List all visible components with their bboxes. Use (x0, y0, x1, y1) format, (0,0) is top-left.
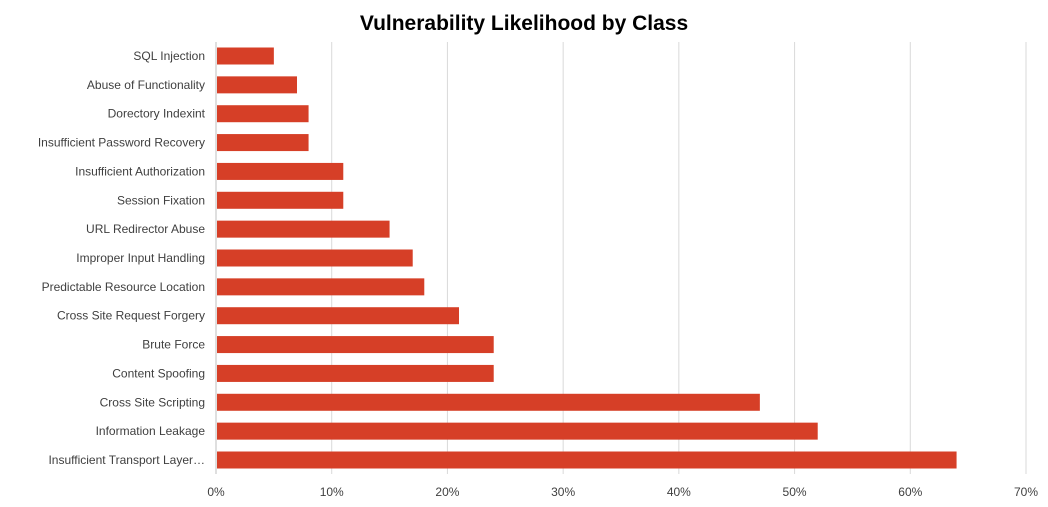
category-label: Content Spoofing (112, 366, 205, 380)
bar (217, 422, 818, 440)
x-tick-label: 60% (898, 485, 922, 499)
bar (217, 162, 344, 180)
category-label: Insufficient Authorization (75, 164, 205, 178)
bar (217, 105, 309, 123)
category-label: Cross Site Request Forgery (57, 309, 205, 323)
bar (217, 278, 425, 296)
category-label: Predictable Resource Location (42, 280, 205, 294)
bar (217, 336, 494, 354)
bar (217, 220, 390, 238)
bar (217, 451, 957, 469)
category-label: Brute Force (142, 338, 205, 352)
bar (217, 76, 297, 94)
category-label: Insufficient Password Recovery (38, 136, 205, 150)
category-label: Information Leakage (96, 424, 206, 438)
x-tick-label: 40% (667, 485, 691, 499)
category-label: URL Redirector Abuse (86, 222, 205, 236)
x-tick-label: 30% (551, 485, 575, 499)
bar (217, 191, 344, 209)
bar (217, 249, 413, 267)
category-label: Cross Site Scripting (100, 395, 205, 409)
x-tick-label: 10% (320, 485, 344, 499)
x-tick-label: 0% (207, 485, 225, 499)
category-label: Improper Input Handling (76, 251, 205, 265)
x-tick-label: 50% (783, 485, 807, 499)
category-label: Abuse of Functionality (87, 78, 205, 92)
x-tick-label: 20% (435, 485, 459, 499)
bar (217, 393, 760, 411)
category-label: SQL Injection (133, 49, 205, 63)
category-label: Insufficient Transport Layer… (48, 453, 205, 467)
category-label: Session Fixation (117, 193, 205, 207)
category-label: Dorectory Indexint (108, 107, 206, 121)
bar (217, 307, 459, 325)
x-tick-label: 70% (1014, 485, 1038, 499)
chart-title: Vulnerability Likelihood by Class (359, 12, 689, 35)
bar (217, 47, 274, 65)
bar (217, 134, 309, 152)
bar (217, 364, 494, 382)
